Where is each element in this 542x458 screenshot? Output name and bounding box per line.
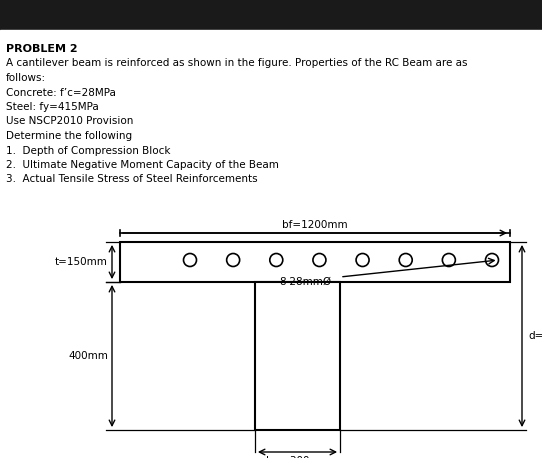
Text: 8-28mmØ: 8-28mmØ [279, 277, 331, 287]
Text: bf=1200mm: bf=1200mm [282, 220, 348, 230]
Circle shape [486, 253, 499, 267]
Text: 2.  Ultimate Negative Moment Capacity of the Beam: 2. Ultimate Negative Moment Capacity of … [6, 160, 279, 170]
Circle shape [227, 253, 240, 267]
Text: PROBLEM 2: PROBLEM 2 [6, 44, 78, 54]
Text: t=150mm: t=150mm [55, 257, 108, 267]
Text: bw=300mm: bw=300mm [266, 456, 330, 458]
Circle shape [313, 253, 326, 267]
Circle shape [399, 253, 412, 267]
Text: d=487.5mm: d=487.5mm [528, 331, 542, 341]
Text: Determine the following: Determine the following [6, 131, 132, 141]
Text: follows:: follows: [6, 73, 46, 83]
Bar [0, 0, 542, 30]
Text: Use NSCP2010 Provision: Use NSCP2010 Provision [6, 116, 133, 126]
Bar [120, 242, 510, 282]
Text: 400mm: 400mm [68, 351, 108, 361]
Text: 1.  Depth of Compression Block: 1. Depth of Compression Block [6, 146, 171, 156]
Text: Steel: fy=415MPa: Steel: fy=415MPa [6, 102, 99, 112]
Circle shape [270, 253, 283, 267]
Text: Concrete: f’c=28MPa: Concrete: f’c=28MPa [6, 87, 116, 98]
Circle shape [356, 253, 369, 267]
Circle shape [442, 253, 455, 267]
Bar [255, 282, 340, 430]
Text: 3.  Actual Tensile Stress of Steel Reinforcements: 3. Actual Tensile Stress of Steel Reinfo… [6, 174, 257, 185]
Circle shape [184, 253, 197, 267]
Text: A cantilever beam is reinforced as shown in the figure. Properties of the RC Bea: A cantilever beam is reinforced as shown… [6, 59, 468, 69]
